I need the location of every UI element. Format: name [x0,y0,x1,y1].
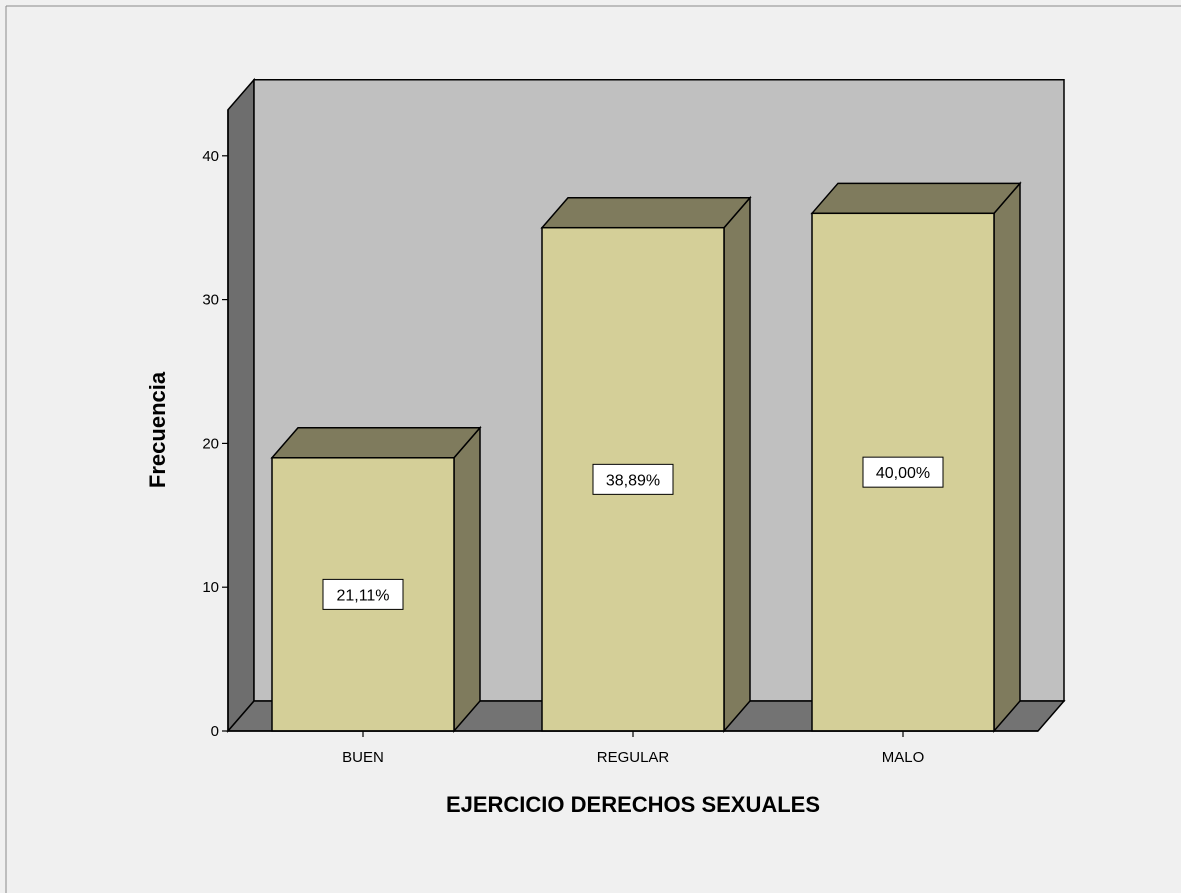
x-axis-title: EJERCICIO DERECHOS SEXUALES [446,792,820,817]
bar-side-face [453,425,481,734]
left-side-wall [227,77,255,734]
bar-top-face [810,182,1022,215]
x-axis: BUEN REGULAR MALO [228,730,1038,766]
bar-buen: 21,11% [270,425,482,734]
y-tick-label: 10 [202,579,219,596]
data-label-box [862,456,944,488]
data-label-box [592,463,674,495]
bar-malo: 40,00% [810,181,1022,734]
y-tick-label: 0 [211,723,219,740]
y-axis: 0 10 20 30 40 [202,109,229,740]
data-label-box [322,578,404,610]
bar-top-face [270,427,482,459]
data-label: 40,00% [876,465,930,482]
y-tick-label: 40 [202,148,219,165]
x-tick-label: BUEN [342,749,384,766]
x-tick-label: MALO [882,749,925,766]
bar-top-face [540,196,752,229]
bar-regular: 38,89% [540,195,752,734]
data-label: 38,89% [606,472,660,489]
y-axis-title: Frecuencia [145,371,170,488]
y-tick-label: 30 [202,292,219,309]
bar-side-face [993,181,1021,734]
data-label: 21,11% [336,587,389,604]
x-tick-label: REGULAR [597,749,670,766]
bar-side-face [723,195,751,734]
y-tick-label: 20 [202,435,219,452]
